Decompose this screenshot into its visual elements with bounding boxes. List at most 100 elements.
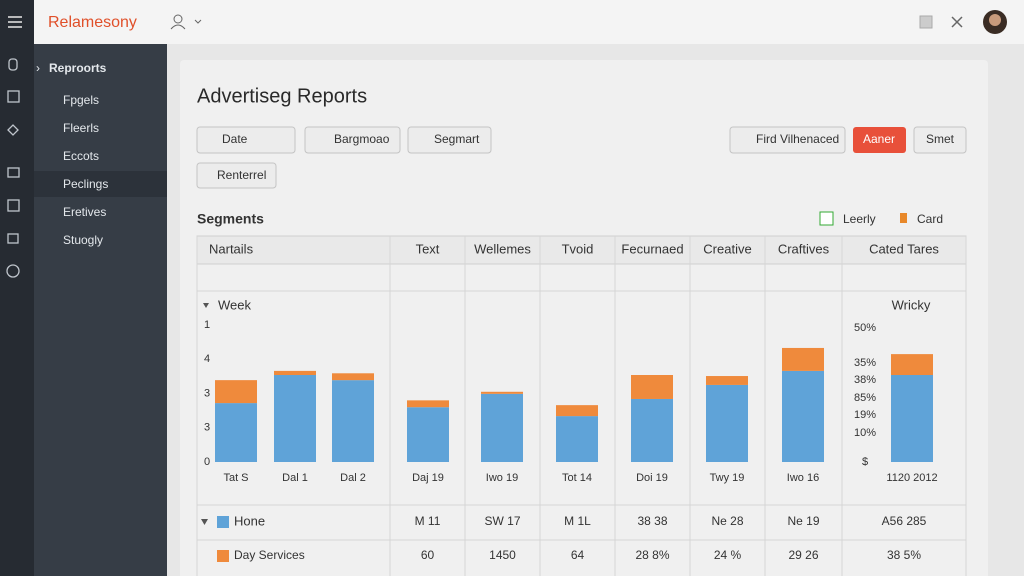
bar-segment [706, 384, 748, 462]
list-toggle[interactable] [819, 211, 834, 226]
right-axis-label: 50% [854, 322, 876, 334]
rail-icons[interactable] [6, 58, 20, 278]
legend-label: Day Services [234, 548, 305, 562]
user-menu[interactable] [170, 14, 202, 30]
primary-button[interactable] [853, 127, 906, 153]
bar-segment [706, 376, 748, 385]
sidebar-caret: › [36, 61, 40, 75]
top-bar [0, 0, 1024, 44]
table-cell: 29 26 [788, 548, 818, 562]
bar-segment [631, 375, 673, 399]
row-caret[interactable] [201, 519, 208, 525]
reset-label: Smet [926, 132, 955, 146]
table-cell: 38 38 [637, 514, 667, 528]
right-axis-label: 19% [854, 409, 876, 421]
window-button[interactable] [919, 15, 933, 29]
view-button[interactable] [304, 126, 401, 154]
bar-segment [782, 370, 824, 462]
bar-segment [215, 380, 257, 404]
right-axis-label: 85% [854, 392, 876, 404]
sidebar-active [34, 171, 167, 197]
find-button[interactable] [729, 126, 846, 154]
column-header[interactable]: Creative [703, 241, 751, 256]
date-select[interactable] [196, 126, 296, 154]
collapse-caret[interactable] [203, 303, 209, 308]
bar-segment [407, 400, 449, 408]
legend-label: Hone [234, 513, 265, 528]
sidebar-item[interactable]: Eretives [63, 205, 106, 219]
y-tick-label: 1 [204, 319, 210, 331]
card-toggle[interactable] [900, 213, 907, 223]
sidebar-item[interactable]: Stuogly [63, 233, 103, 247]
column-header[interactable]: Wellemes [474, 241, 531, 256]
table-cell: 60 [421, 548, 435, 562]
x-tick-label: Dal 2 [340, 472, 366, 484]
bar-segment [332, 373, 374, 381]
table-cell: Ne 28 [711, 514, 743, 528]
right-axis-label: 10% [854, 427, 876, 439]
section-title: Segments [197, 211, 264, 227]
x-tick-label: Tot 14 [562, 472, 592, 484]
segment-label: Segmart [434, 132, 480, 146]
page-title: Advertiseg Reports [197, 85, 367, 107]
bar-segment [891, 375, 933, 462]
x-tick-label: Daj 19 [412, 472, 444, 484]
icon-rail [0, 0, 34, 576]
sidebar-item[interactable]: Fleerls [63, 121, 99, 135]
table-cell: SW 17 [484, 514, 520, 528]
view-label: Bargmoao [334, 132, 390, 146]
table-cell: Ne 19 [787, 514, 819, 528]
table-cell: M 1L [564, 514, 591, 528]
table-cell: M 11 [415, 514, 441, 528]
bar-segment [481, 391, 523, 394]
filter-button[interactable] [196, 162, 277, 189]
right-axis-label: 38% [854, 374, 876, 386]
x-tick-label: Dal 1 [282, 472, 308, 484]
x-tick-label: Iwo 19 [486, 472, 518, 484]
column-header[interactable]: Nartails [209, 241, 254, 256]
bar-segment [274, 375, 316, 462]
y-tick-label: 3 [204, 387, 210, 399]
menu-icon[interactable] [8, 16, 22, 28]
y-tick-label: 4 [204, 353, 210, 365]
table-cell: 38 5% [887, 548, 921, 562]
close-button[interactable] [951, 16, 963, 28]
y-tick-label: 3 [204, 422, 210, 434]
find-label: Fird Vilhenaced [756, 132, 839, 146]
card-toggle-label: Card [917, 212, 943, 226]
bar-segment [332, 380, 374, 462]
segment-button[interactable] [407, 126, 492, 154]
table-cell: 64 [571, 548, 585, 562]
right-axis-label: 35% [854, 357, 876, 369]
right-axis-label: $ [862, 456, 868, 468]
sidebar [34, 44, 167, 576]
column-header[interactable]: Cated Tares [869, 241, 939, 256]
bar-segment [556, 416, 598, 462]
filter-label: Renterrel [217, 168, 266, 182]
column-header[interactable]: Text [416, 241, 440, 256]
bar-segment [891, 354, 933, 376]
column-header[interactable]: Fecurnaed [621, 241, 683, 256]
chart-title: Week [218, 297, 251, 312]
sidebar-item[interactable]: Eccots [63, 149, 99, 163]
x-tick-label: Tat S [223, 472, 248, 484]
brand[interactable]: Relamesony [48, 14, 137, 31]
avatar-face [989, 14, 1001, 26]
legend-swatch [217, 550, 229, 562]
sidebar-heading[interactable]: Reproorts [49, 61, 107, 75]
right-axis-title: Wricky [892, 297, 931, 312]
column-header[interactable]: Craftives [778, 241, 830, 256]
y-tick-label: 0 [204, 456, 210, 468]
date-label: Date [222, 132, 248, 146]
x-tick-label: Twy 19 [710, 472, 745, 484]
table-cell: 1450 [489, 548, 516, 562]
primary-label: Aaner [863, 132, 895, 146]
sidebar-item[interactable]: Fpgels [63, 93, 99, 107]
bar-segment [407, 407, 449, 462]
reset-button[interactable] [913, 126, 967, 154]
x-tick-label: Doi 19 [636, 472, 668, 484]
column-header[interactable]: Tvoid [562, 241, 594, 256]
sidebar-item[interactable]: Peclings [63, 177, 108, 191]
bar-segment [215, 403, 257, 462]
